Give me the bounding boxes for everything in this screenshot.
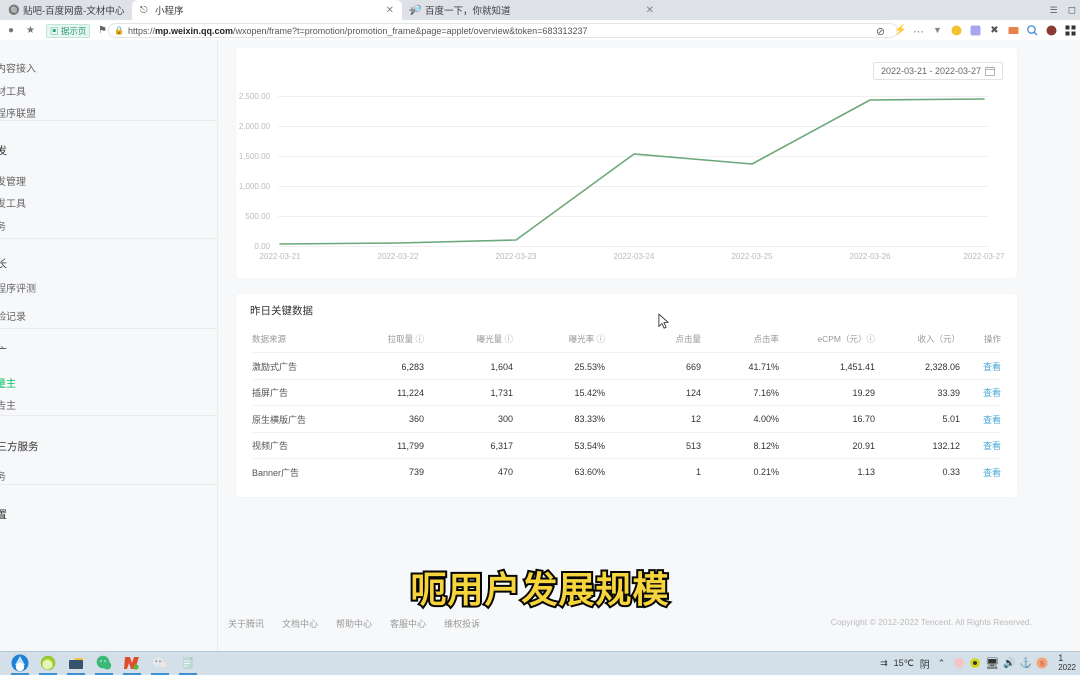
svg-text:S: S <box>1040 662 1044 668</box>
